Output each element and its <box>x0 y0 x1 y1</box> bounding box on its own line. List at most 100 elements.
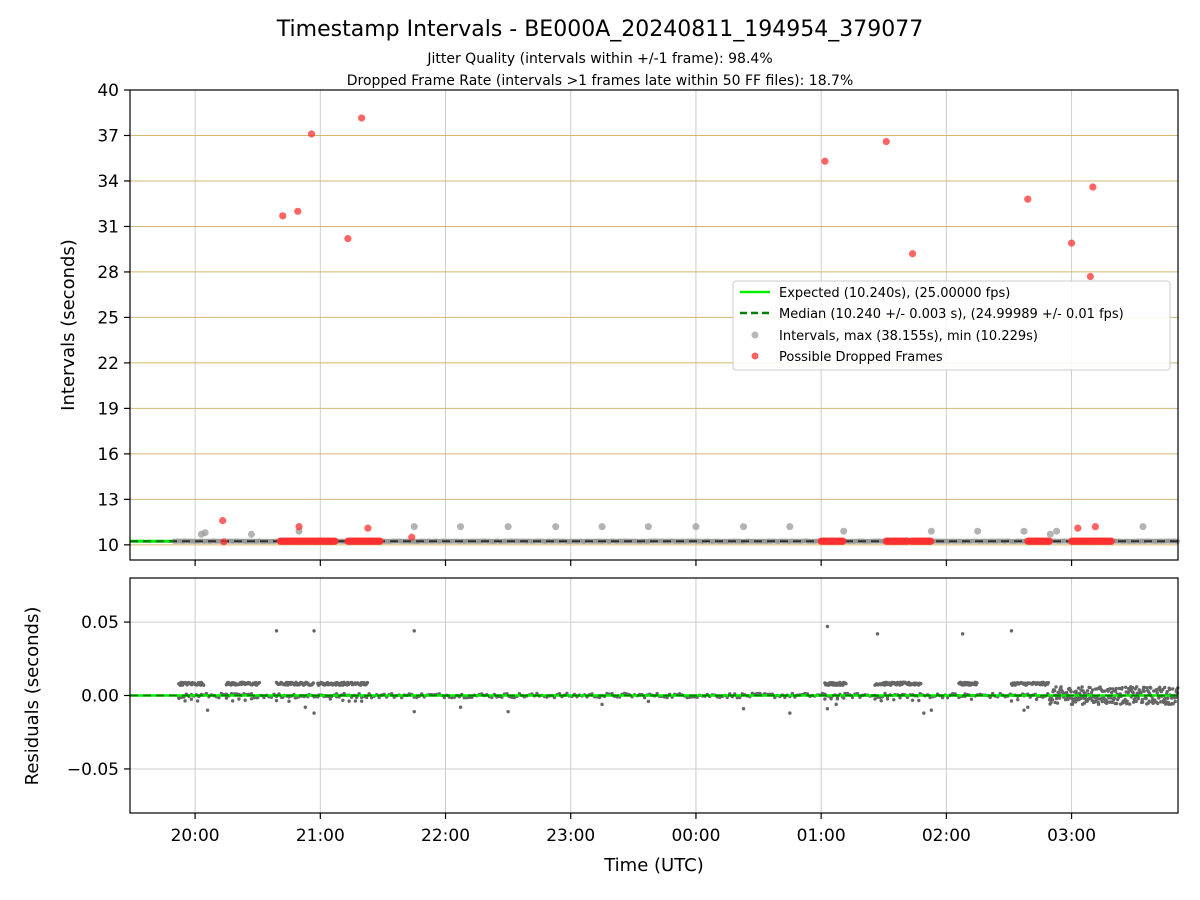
interval-point <box>1020 527 1028 535</box>
residual-point <box>183 699 187 703</box>
dropped-frame-point <box>1089 183 1097 191</box>
interval-point <box>201 529 209 537</box>
intervals-y-tick-label: 40 <box>97 81 119 101</box>
intervals-y-tick-label: 25 <box>97 308 119 328</box>
residual-point <box>353 699 358 703</box>
x-axis-label: Time (UTC) <box>603 855 704 876</box>
interval-point <box>457 523 465 531</box>
residual-point <box>975 681 979 685</box>
residual-point <box>898 695 902 700</box>
legend-dropped-swatch <box>751 352 759 360</box>
dropped-frame-point <box>1067 239 1076 247</box>
residuals-y-axis-label: Residuals (seconds) <box>22 607 43 786</box>
residual-point <box>1102 689 1107 693</box>
residual-point <box>328 697 333 701</box>
residual-point <box>412 629 416 633</box>
residual-point <box>311 681 316 685</box>
residual-point <box>365 680 370 685</box>
interval-point <box>1139 523 1147 531</box>
residual-point <box>1026 705 1030 709</box>
x-tick-label: 00:00 <box>671 826 720 846</box>
residual-point <box>646 699 651 704</box>
residual-point <box>1106 689 1110 693</box>
residual-point <box>910 698 915 702</box>
residual-point <box>741 707 746 711</box>
residual-point <box>841 683 845 687</box>
intervals-y-tick-label: 31 <box>97 217 119 237</box>
residual-point <box>825 624 830 629</box>
residual-point <box>1134 685 1139 689</box>
dropped-frame-point <box>220 538 228 546</box>
residual-point <box>1057 696 1062 700</box>
residual-point <box>287 699 291 703</box>
residual-point <box>1088 685 1092 690</box>
residual-point <box>1063 697 1068 702</box>
interval-point <box>247 530 255 538</box>
residual-point <box>885 697 890 701</box>
dropped-frame-point <box>344 234 352 243</box>
dropped-frame-point <box>295 523 303 531</box>
residual-point <box>1136 697 1140 701</box>
legend-intervals-swatch <box>751 331 759 339</box>
residual-point <box>293 696 297 700</box>
intervals-y-tick-label: 22 <box>97 354 119 374</box>
residual-point <box>1059 685 1063 689</box>
residual-point <box>1073 696 1077 701</box>
residual-point <box>1155 691 1159 695</box>
residual-point <box>1123 685 1128 689</box>
residual-point <box>917 698 921 703</box>
residual-point <box>1156 701 1160 706</box>
intervals-y-tick-label: 10 <box>97 536 119 556</box>
residual-point <box>412 709 416 714</box>
residual-point <box>1120 685 1124 690</box>
interval-point <box>1053 527 1061 535</box>
residual-point <box>1085 689 1090 693</box>
residual-point <box>249 697 254 701</box>
residual-point <box>825 707 830 711</box>
residual-point <box>506 709 510 714</box>
dropped-frame-point <box>358 114 366 122</box>
residual-point <box>735 695 739 700</box>
intervals-panel: 10 13 16 19 22 25 28 31 34 37 40 Intervals (second… <box>58 81 1181 566</box>
x-tick-label: 21:00 <box>296 826 345 846</box>
residual-point <box>834 702 838 707</box>
residual-point <box>257 680 262 685</box>
interval-point <box>504 523 512 531</box>
dropped-frame-point <box>331 537 339 545</box>
residual-point <box>788 711 792 715</box>
residual-point <box>835 697 840 701</box>
interval-point <box>692 523 700 531</box>
intervals-y-tick-label: 19 <box>97 399 119 419</box>
residual-point <box>829 697 833 701</box>
legend-median-label: Median (10.240 +/- 0.003 s), (24.99989 +… <box>779 307 1124 322</box>
residual-point <box>347 699 351 703</box>
interval-point <box>840 527 848 535</box>
residual-point <box>195 699 200 703</box>
dropped-frame-point <box>927 537 935 545</box>
interval-point <box>644 523 652 531</box>
residual-point <box>945 695 950 700</box>
x-tick-label: 20:00 <box>171 826 220 846</box>
intervals-points <box>130 114 1181 546</box>
residual-point <box>1135 691 1139 695</box>
residual-point <box>929 708 934 712</box>
residuals-panel: 0.05 0.00 −0.05 20:00 21:00 22:00 23:00 00:00 0… <box>22 577 1180 876</box>
residual-point <box>1109 690 1114 695</box>
residual-point <box>1055 701 1060 705</box>
residual-point <box>303 705 307 709</box>
legend-box <box>732 280 1171 371</box>
intervals-y-tick-label: 34 <box>97 172 119 192</box>
residual-point <box>1049 700 1053 705</box>
residual-point <box>1016 697 1020 702</box>
residual-point <box>969 697 974 701</box>
residual-point <box>1114 686 1118 691</box>
residual-point <box>1100 699 1104 704</box>
residual-point <box>312 629 316 633</box>
residual-point <box>844 681 848 686</box>
x-tick-label: 02:00 <box>922 826 971 846</box>
residual-point <box>1166 696 1170 700</box>
residual-point <box>237 697 241 701</box>
residual-point <box>243 698 247 702</box>
residual-point <box>1171 702 1175 706</box>
dropped-frame-point <box>408 533 416 541</box>
